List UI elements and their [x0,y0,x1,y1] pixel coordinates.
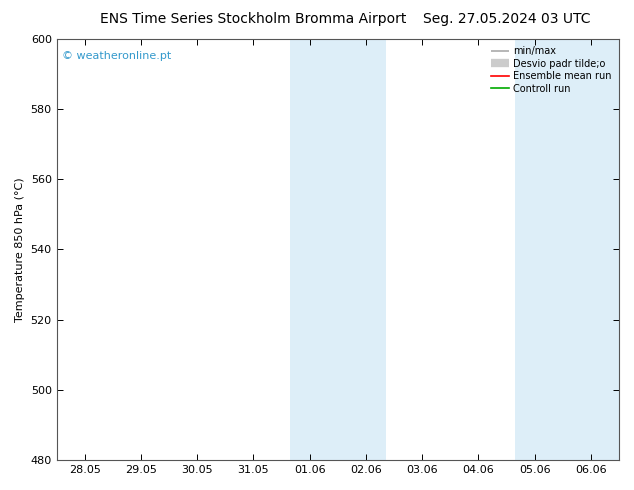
Text: © weatheronline.pt: © weatheronline.pt [62,51,172,61]
Text: ENS Time Series Stockholm Bromma Airport: ENS Time Series Stockholm Bromma Airport [100,12,407,26]
Text: Seg. 27.05.2024 03 UTC: Seg. 27.05.2024 03 UTC [424,12,591,26]
Legend: min/max, Desvio padr tilde;o, Ensemble mean run, Controll run: min/max, Desvio padr tilde;o, Ensemble m… [488,44,614,97]
Y-axis label: Temperature 850 hPa (°C): Temperature 850 hPa (°C) [15,177,25,321]
Bar [290,39,385,460]
Bar [515,39,619,460]
